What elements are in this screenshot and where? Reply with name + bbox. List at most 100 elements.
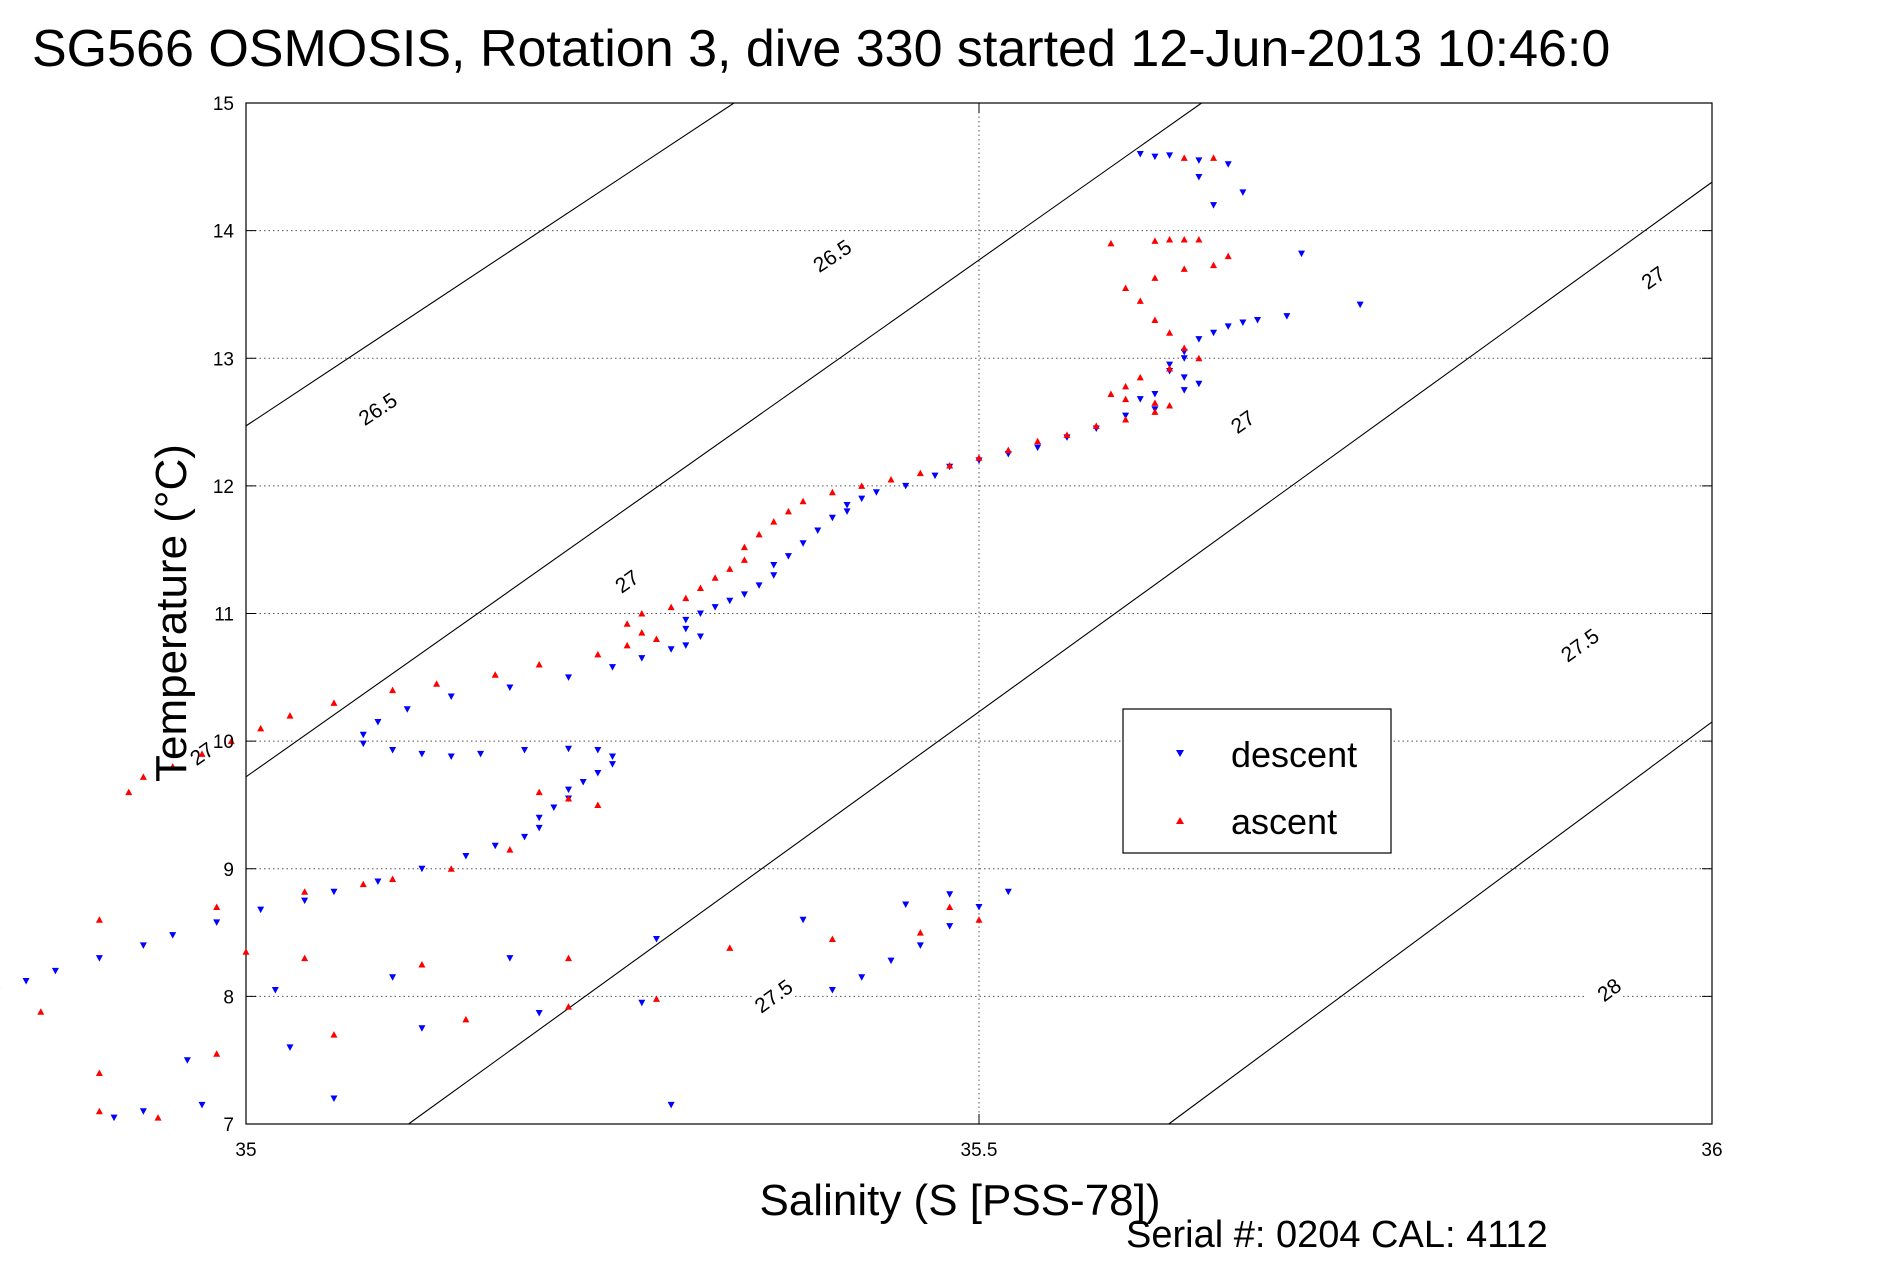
legend: descent ascent — [1122, 708, 1392, 854]
descent-point — [183, 1057, 191, 1064]
ascent-point — [740, 543, 748, 551]
ascent-point — [799, 497, 807, 505]
descent-point — [579, 778, 587, 786]
ascent-point — [95, 916, 103, 923]
descent-point — [95, 955, 103, 962]
descent-point — [139, 1108, 147, 1115]
descent-point — [1195, 380, 1203, 388]
ascent-point — [916, 929, 924, 936]
ascent-point — [1166, 401, 1174, 409]
descent-point — [506, 684, 514, 692]
ascent-point — [418, 960, 426, 968]
descent-point — [843, 502, 851, 509]
isopycnal-label-bg — [1626, 254, 1680, 302]
legend-ascent-label: ascent — [1231, 801, 1337, 842]
isopycnal-label-bg — [1553, 621, 1607, 670]
ascent-point — [726, 565, 734, 572]
ascent-point — [491, 671, 499, 678]
descent-point — [1034, 444, 1042, 452]
ascent-point — [1122, 284, 1130, 292]
descent-point — [110, 1114, 118, 1122]
descent-point — [814, 527, 822, 535]
legend-box — [1122, 708, 1392, 854]
ascent-point — [1166, 329, 1174, 336]
ascent-point — [594, 650, 602, 658]
descent-point — [1180, 374, 1188, 381]
descent-point — [946, 923, 954, 930]
descent-point — [521, 747, 529, 754]
ascent-point — [359, 880, 367, 888]
ascent-point — [1122, 395, 1130, 403]
isopycnal-label-bg — [351, 386, 405, 433]
ascent-point — [565, 954, 573, 962]
descent-point — [652, 935, 660, 943]
descent-point — [22, 978, 30, 985]
descent-point — [696, 633, 704, 640]
descent-point — [1136, 151, 1144, 158]
ascent-point — [462, 1015, 470, 1023]
ascent-point — [37, 1008, 45, 1015]
descent-point — [828, 986, 836, 994]
descent-point — [139, 942, 147, 949]
descent-point — [916, 942, 924, 949]
descent-point — [696, 610, 704, 617]
ascent-point — [858, 482, 866, 489]
y-axis-ticks: 7 8 9 10 11 12 13 14 15 — [213, 94, 1712, 1136]
descent-point — [418, 865, 426, 873]
y-tick-label: 13 — [213, 349, 234, 370]
ascent-point — [1180, 265, 1188, 272]
ascent-point — [535, 788, 543, 796]
descent-point — [535, 1009, 543, 1017]
ascent-point — [286, 712, 294, 719]
descent-point — [1004, 888, 1012, 896]
ascent-point — [1224, 252, 1232, 260]
ascent-point — [1063, 431, 1071, 438]
descent-point — [1195, 336, 1203, 343]
ascent-point — [1151, 237, 1159, 244]
ascent-point — [198, 750, 206, 757]
ascent-point — [213, 903, 221, 911]
ascent-point — [711, 574, 719, 581]
ascent-point — [784, 507, 792, 515]
ascent-point — [1166, 236, 1174, 243]
descent-point — [1239, 319, 1247, 327]
descent-point — [51, 967, 59, 975]
ascent-point — [755, 530, 763, 538]
isopycnal-label-bg — [805, 232, 860, 280]
ascent-series — [37, 154, 1232, 1121]
descent-point — [638, 999, 646, 1007]
descent-point — [198, 1101, 206, 1109]
ascent-point — [682, 594, 690, 602]
isopycnal-label-bg — [600, 557, 654, 606]
descent-point — [1298, 250, 1306, 258]
descent-point — [1151, 153, 1159, 161]
descent-point — [1180, 355, 1188, 362]
descent-point — [667, 1101, 675, 1109]
ascent-point — [565, 795, 573, 802]
isopycnal-label-bg — [1582, 966, 1636, 1014]
ascent-point — [1122, 416, 1130, 423]
descent-point — [271, 986, 279, 994]
ascent-point — [506, 846, 514, 853]
ascent-point — [389, 875, 397, 882]
ascent-point — [1166, 364, 1174, 372]
descent-point — [594, 770, 602, 777]
descent-point — [770, 562, 778, 569]
descent-point — [418, 750, 426, 758]
ascent-point — [638, 629, 646, 636]
ascent-point — [447, 865, 455, 872]
ascent-point — [1180, 154, 1188, 161]
descent-point — [770, 572, 778, 579]
y-tick-label: 12 — [213, 477, 234, 498]
ascent-point — [213, 1050, 221, 1057]
descent-point — [301, 897, 309, 905]
serial-cal-footer: Serial #: 0204 CAL: 4112 — [1126, 1214, 1548, 1256]
ascent-point — [726, 944, 734, 951]
ascent-point — [696, 584, 704, 591]
ascent-point — [301, 888, 309, 895]
ascent-point — [1004, 446, 1012, 454]
ascent-point — [828, 935, 836, 942]
descent-point — [565, 745, 573, 753]
ascent-point — [652, 635, 660, 643]
y-tick-label: 8 — [223, 987, 234, 1008]
